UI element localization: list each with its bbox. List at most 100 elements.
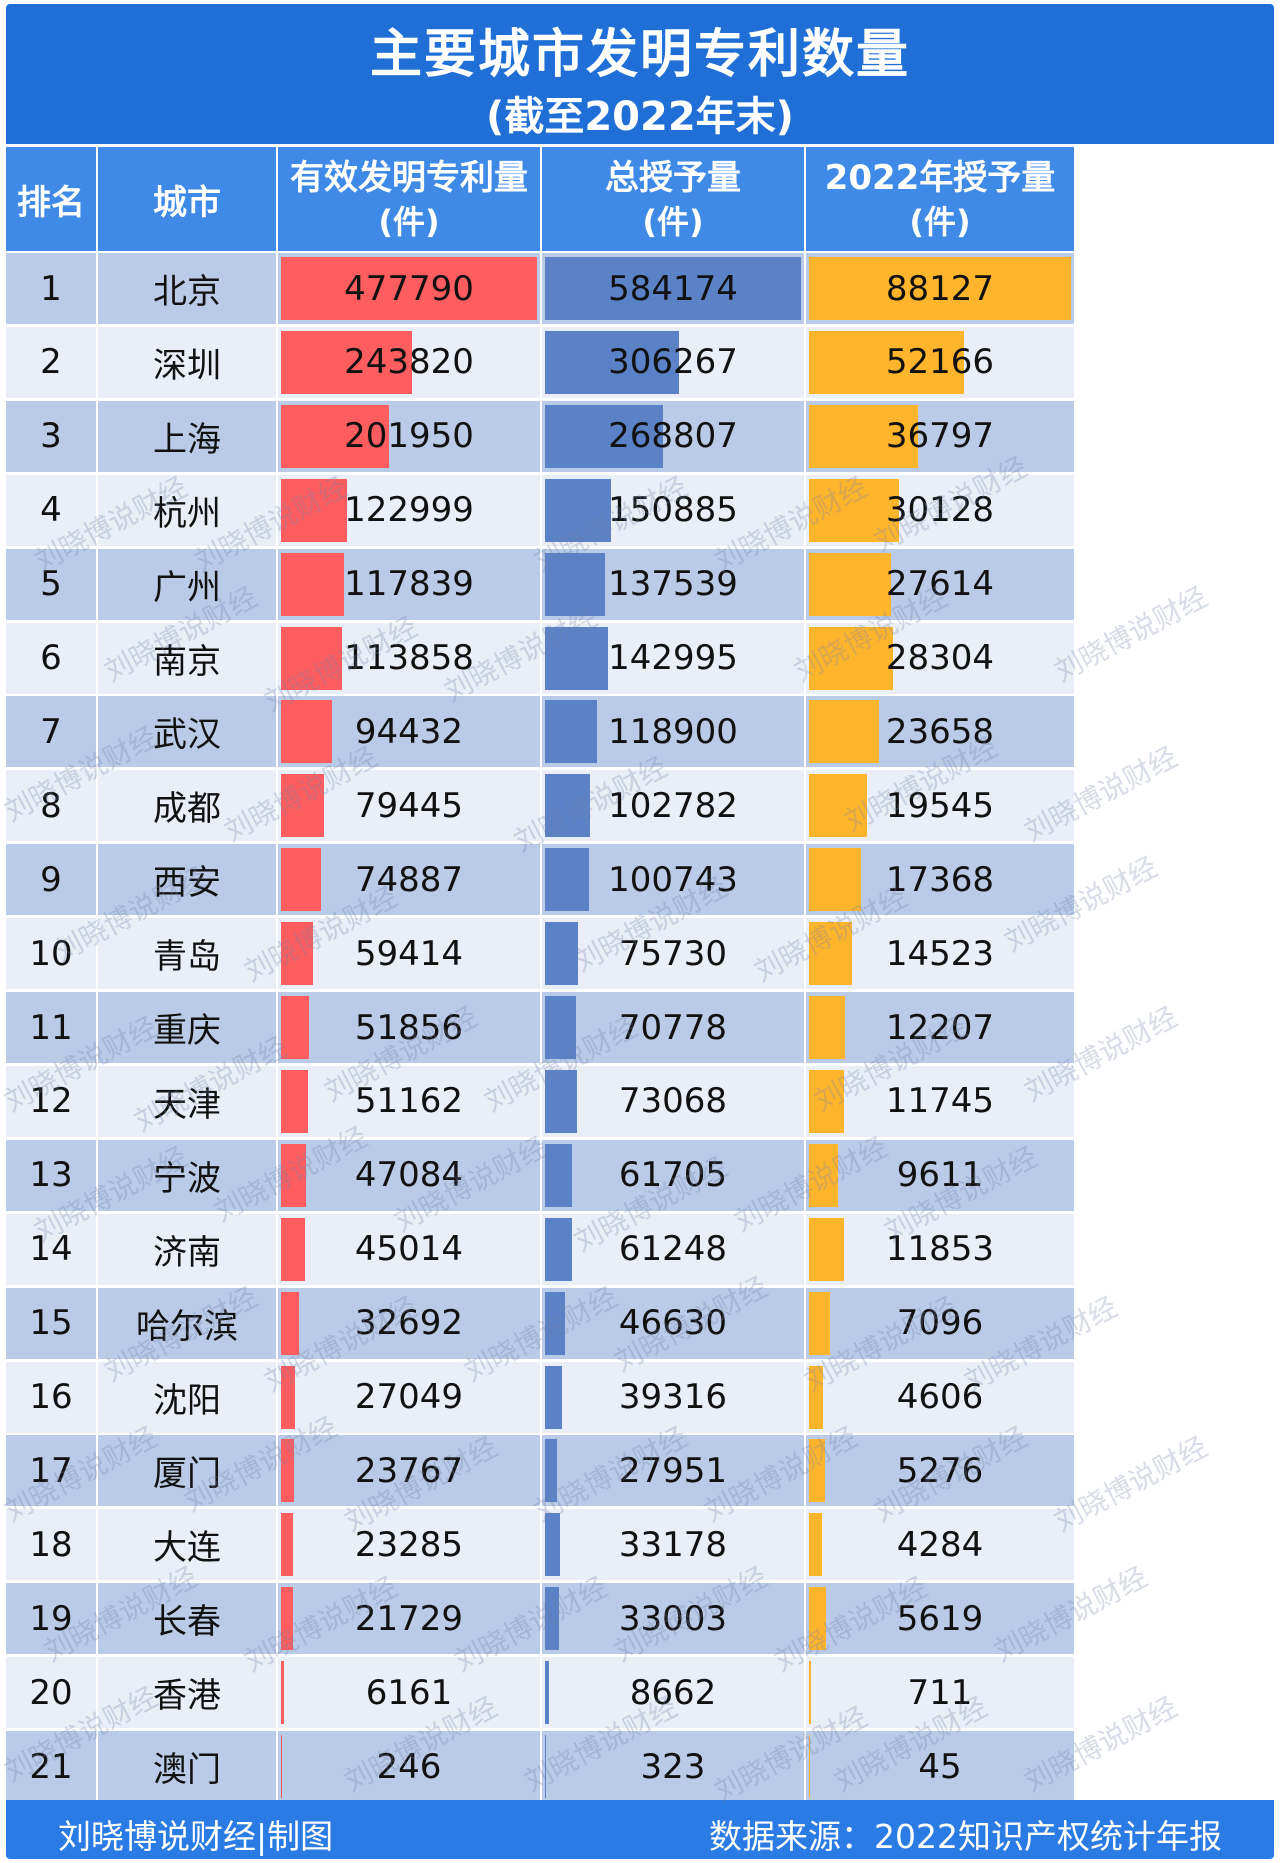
2022-value: 9611	[896, 1155, 984, 1196]
2022-cell: 11745	[806, 1065, 1074, 1137]
2022-bar	[809, 848, 861, 912]
chart-title: 主要城市发明专利数量	[369, 25, 910, 85]
valid-bar	[281, 404, 390, 468]
2022-cell: 30128	[806, 474, 1074, 546]
valid-bar	[281, 330, 412, 394]
table-row: 3 上海 201950 268807 36797	[6, 400, 1274, 472]
city-cell: 重庆	[98, 992, 276, 1063]
city-cell: 哈尔滨	[98, 1287, 276, 1359]
rank-cell: 18	[6, 1509, 96, 1581]
valid-value: 45014	[354, 1229, 464, 1270]
valid-value: 243820	[344, 342, 474, 383]
valid-bar	[281, 700, 332, 764]
2022-bar	[809, 626, 894, 690]
city-cell: 青岛	[98, 918, 276, 990]
total-value: 33178	[618, 1524, 728, 1565]
total-cell: 39316	[542, 1361, 804, 1433]
valid-cell: 23767	[278, 1435, 540, 1507]
valid-value: 113858	[344, 638, 474, 678]
total-value: 75730	[618, 933, 728, 974]
2022-value: 12207	[885, 1007, 995, 1048]
total-cell: 584174	[542, 253, 804, 324]
table-row: 14 济南 45014 61248 11853	[6, 1213, 1274, 1285]
total-value: 46630	[618, 1303, 728, 1344]
total-bar	[545, 700, 598, 764]
2022-value: 11853	[885, 1229, 995, 1270]
table-row: 19 长春 21729 33003 5619	[6, 1583, 1274, 1655]
total-value: 584174	[608, 268, 738, 309]
footer-source: 数据来源：2022知识产权统计年报	[709, 1817, 1222, 1856]
table-row: 9 西安 74887 100743 17368	[6, 844, 1274, 916]
2022-bar	[809, 1661, 812, 1725]
valid-cell: 201950	[278, 400, 540, 472]
2022-value: 14523	[885, 933, 995, 974]
valid-value: 27049	[354, 1377, 464, 1417]
valid-cell: 45014	[278, 1213, 540, 1285]
total-cell: 33003	[542, 1583, 804, 1655]
2022-bar	[809, 1217, 845, 1281]
total-value: 61705	[618, 1155, 728, 1196]
2022-cell: 5276	[806, 1435, 1074, 1507]
table-row: 8 成都 79445 102782 19545	[6, 770, 1274, 842]
total-cell: 27951	[542, 1435, 804, 1507]
total-value: 33003	[618, 1598, 728, 1639]
2022-cell: 88127	[806, 253, 1074, 324]
rank-cell: 13	[6, 1139, 96, 1211]
2022-bar	[809, 700, 880, 764]
column-header-label: 城市	[153, 182, 221, 223]
footer-bar: 刘晓博说财经|制图 数据来源：2022知识产权统计年报	[6, 1800, 1274, 1859]
valid-value: 74887	[354, 859, 464, 900]
column-header-label: 总授予量	[605, 158, 741, 198]
2022-value: 36797	[885, 416, 995, 457]
chart-frame: 主要城市发明专利数量 (截至2022年末) 排名 城市 有效发明专利量 (件) …	[0, 4, 1274, 1859]
valid-bar	[281, 1439, 294, 1503]
rank-cell: 2	[6, 326, 96, 398]
2022-cell: 5619	[806, 1583, 1074, 1655]
valid-bar	[281, 1291, 299, 1355]
total-bar	[545, 1661, 549, 1725]
total-bar	[545, 848, 590, 912]
valid-cell: 243820	[278, 326, 540, 398]
2022-value: 45	[918, 1746, 962, 1787]
total-value: 100743	[608, 859, 738, 900]
total-cell: 73068	[542, 1065, 804, 1137]
valid-bar	[281, 1513, 294, 1577]
2022-cell: 52166	[806, 326, 1074, 398]
valid-value: 47084	[354, 1155, 464, 1196]
rank-cell: 10	[6, 918, 96, 990]
city-cell: 澳门	[98, 1731, 276, 1802]
2022-value: 17368	[885, 859, 995, 900]
2022-bar	[809, 1587, 826, 1651]
2022-value: 28304	[885, 638, 995, 678]
column-header-label: 排名	[17, 182, 85, 223]
rank-cell: 9	[6, 844, 96, 916]
city-cell: 天津	[98, 1065, 276, 1137]
total-cell: 306267	[542, 326, 804, 398]
2022-bar	[809, 1439, 825, 1503]
total-bar	[545, 1587, 560, 1651]
total-value: 73068	[618, 1081, 728, 1122]
valid-value: 6161	[365, 1672, 453, 1713]
total-cell: 61248	[542, 1213, 804, 1285]
2022-cell: 12207	[806, 992, 1074, 1063]
total-cell: 118900	[542, 696, 804, 768]
table-row: 11 重庆 51856 70778 12207	[6, 992, 1274, 1063]
total-bar	[545, 996, 577, 1059]
city-cell: 北京	[98, 253, 276, 324]
total-value: 150885	[608, 490, 738, 531]
valid-value: 51856	[354, 1007, 464, 1048]
2022-value: 5276	[896, 1450, 984, 1491]
city-cell: 香港	[98, 1657, 276, 1729]
valid-value: 79445	[354, 785, 464, 826]
total-bar	[545, 404, 663, 468]
rank-cell: 6	[6, 622, 96, 694]
valid-cell: 6161	[278, 1657, 540, 1729]
total-bar	[545, 1291, 566, 1355]
city-cell: 杭州	[98, 474, 276, 546]
column-header-total: 总授予量 (件)	[542, 147, 804, 251]
total-cell: 75730	[542, 918, 804, 990]
total-cell: 70778	[542, 992, 804, 1063]
2022-value: 52166	[885, 342, 995, 383]
valid-cell: 79445	[278, 770, 540, 842]
2022-cell: 711	[806, 1657, 1074, 1729]
